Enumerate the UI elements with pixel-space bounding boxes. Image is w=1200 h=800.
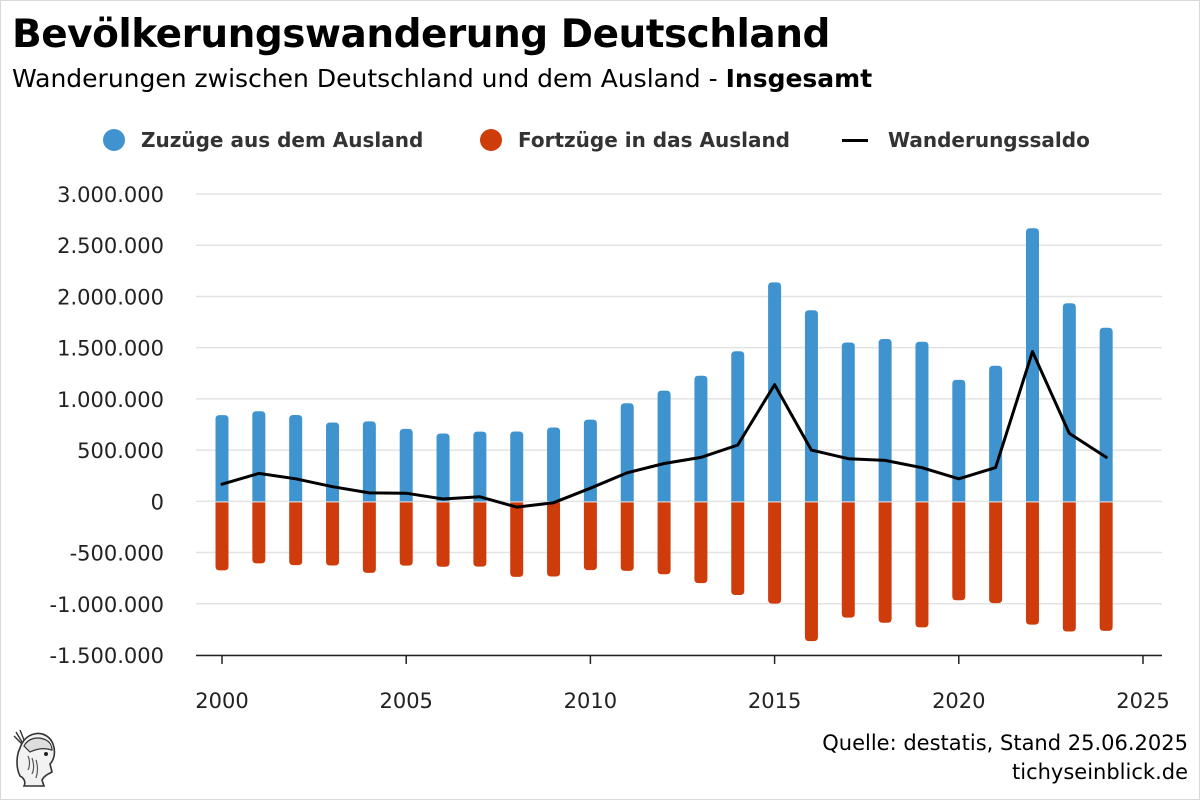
y-tick-label: 1.500.000 — [57, 337, 164, 361]
x-tick-label: 2025 — [1116, 689, 1169, 713]
bar-fortzuege — [731, 502, 745, 595]
bar-zuzuege — [436, 433, 450, 502]
bar-zuzuege — [252, 411, 266, 502]
bar-zuzuege — [473, 431, 487, 502]
bar-zuzuege — [1099, 327, 1113, 502]
bar-fortzuege — [657, 502, 671, 575]
bar-zuzuege — [326, 422, 340, 502]
bar-zuzuege — [768, 282, 782, 502]
bar-fortzuege — [620, 502, 634, 571]
legend-item-saldo[interactable]: Wanderungssaldo — [842, 128, 1090, 152]
bar-zuzuege — [289, 414, 303, 502]
bar-fortzuege — [694, 502, 708, 584]
bar-fortzuege — [252, 502, 266, 564]
subtitle-main: Wanderungen zwischen Deutschland und dem… — [12, 64, 726, 93]
y-tick-label: 2.500.000 — [57, 234, 164, 258]
bar-fortzuege — [473, 502, 487, 567]
x-tick-label: 2000 — [195, 689, 248, 713]
bar-zuzuege — [989, 365, 1003, 502]
bar-zuzuege — [694, 375, 708, 502]
bar-zuzuege — [731, 351, 745, 502]
y-tick-label: 3.000.000 — [57, 183, 164, 207]
y-tick-label: 500.000 — [77, 439, 164, 463]
bar-fortzuege — [547, 502, 561, 577]
bar-zuzuege — [583, 419, 597, 502]
bar-zuzuege — [915, 341, 929, 502]
y-tick-label: 0 — [151, 490, 164, 514]
bar-fortzuege — [510, 502, 524, 577]
bar-zuzuege — [1062, 303, 1076, 502]
bar-zuzuege — [657, 390, 671, 502]
site-name: tichyseinblick.de — [1012, 760, 1188, 784]
legend-label-saldo: Wanderungssaldo — [888, 128, 1090, 152]
legend-item-zuzuege[interactable]: Zuzüge aus dem Ausland — [103, 128, 423, 152]
bar-zuzuege — [362, 421, 376, 502]
bar-fortzuege — [915, 502, 929, 628]
bar-zuzuege — [547, 427, 561, 502]
bar-fortzuege — [952, 502, 966, 601]
bar-fortzuege — [841, 502, 855, 618]
legend-label-fortzuege: Fortzüge in das Ausland — [518, 128, 791, 152]
bar-fortzuege — [768, 502, 782, 604]
bar-zuzuege — [399, 428, 413, 502]
line-wanderungssaldo — [220, 350, 1108, 509]
bar-fortzuege — [215, 502, 229, 571]
hermes-head-icon — [10, 726, 60, 792]
bar-fortzuege — [289, 502, 303, 566]
legend-item-fortzuege[interactable]: Fortzüge in das Ausland — [480, 128, 790, 152]
bar-zuzuege — [1025, 228, 1039, 502]
bar-fortzuege — [1062, 502, 1076, 632]
bar-fortzuege — [1099, 502, 1113, 631]
bar-zuzuege — [841, 342, 855, 502]
legend-label-zuzuege: Zuzüge aus dem Ausland — [141, 128, 424, 152]
bar-fortzuege — [362, 502, 376, 573]
bar-fortzuege — [436, 502, 450, 567]
x-tick-label: 2010 — [564, 689, 617, 713]
y-tick-label: 1.000.000 — [57, 388, 164, 412]
legend-marker-saldo — [842, 138, 868, 142]
bar-zuzuege — [510, 431, 524, 502]
bar-fortzuege — [1025, 502, 1039, 625]
legend-marker-zuzuege — [103, 129, 125, 151]
bar-zuzuege — [620, 403, 634, 502]
chart-subtitle: Wanderungen zwischen Deutschland und dem… — [12, 64, 872, 93]
y-tick-label: -1.000.000 — [50, 593, 164, 617]
bar-zuzuege — [878, 338, 892, 502]
x-tick-label: 2015 — [748, 689, 801, 713]
chart-title: Bevölkerungswanderung Deutschland — [12, 12, 830, 57]
source-note: Quelle: destatis, Stand 25.06.2025 — [822, 731, 1188, 755]
bar-fortzuege — [804, 502, 818, 642]
bar-zuzuege — [215, 415, 229, 502]
bar-fortzuege — [326, 502, 340, 566]
bar-zuzuege — [952, 379, 966, 502]
x-tick-label: 2020 — [932, 689, 985, 713]
bar-fortzuege — [878, 502, 892, 623]
bar-fortzuege — [583, 502, 597, 571]
subtitle-emphasis: Insgesamt — [725, 64, 873, 93]
y-tick-label: 2.000.000 — [57, 285, 164, 309]
bar-fortzuege — [989, 502, 1003, 604]
legend-marker-fortzuege — [480, 129, 502, 151]
bar-fortzuege — [399, 502, 413, 566]
y-tick-label: -1.500.000 — [50, 644, 164, 668]
y-tick-label: -500.000 — [70, 542, 164, 566]
x-tick-label: 2005 — [379, 689, 432, 713]
bar-zuzuege — [804, 310, 818, 502]
legend: Zuzüge aus dem Ausland Fortzüge in das A… — [0, 128, 1200, 156]
